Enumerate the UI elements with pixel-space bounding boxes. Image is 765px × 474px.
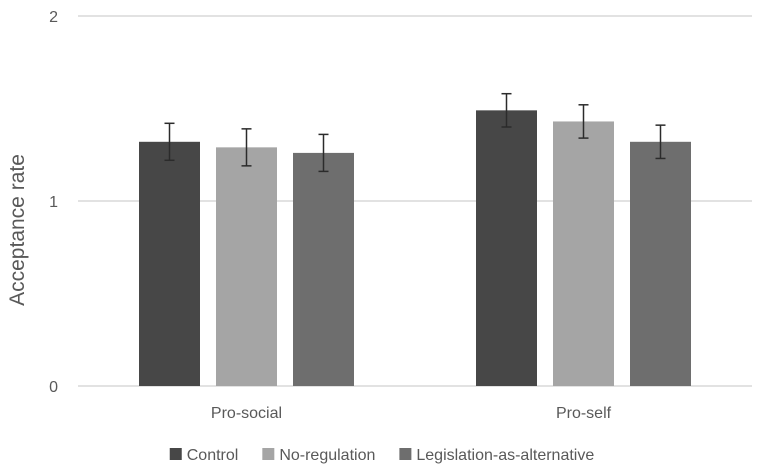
x-axis-ticks: Pro-social Pro-self [211, 405, 612, 422]
legend-label: No-regulation [279, 447, 375, 464]
legend-swatch [262, 448, 275, 460]
legend-item: Legislation-as-alternative [399, 447, 594, 464]
legend-swatch [399, 448, 412, 460]
y-axis-label: Acceptance rate [6, 154, 29, 306]
error-bar [655, 124, 666, 160]
bar-legislation-as-alternative-pro-self [630, 141, 691, 386]
legend-label: Control [187, 447, 239, 464]
bar-control-pro-self [476, 110, 537, 386]
error-bar [318, 133, 329, 173]
legend-item: Control [169, 447, 239, 464]
error-bar [501, 92, 512, 128]
bar-no-regulation-pro-social [216, 147, 277, 386]
bars [139, 110, 691, 386]
legend-item: No-regulation [262, 447, 375, 464]
y-tick-label: 1 [49, 194, 58, 211]
legend-label: Legislation-as-alternative [416, 447, 594, 464]
y-tick-label: 0 [49, 379, 58, 396]
bar-no-regulation-pro-self [553, 121, 614, 386]
legend: Control No-regulation Legislation-as-alter… [169, 447, 594, 464]
error-bar [578, 104, 589, 139]
error-bar [164, 122, 175, 162]
error-bar [241, 128, 252, 167]
bar-legislation-as-alternative-pro-social [293, 152, 354, 386]
x-tick-label: Pro-self [556, 405, 612, 422]
y-tick-label: 2 [49, 9, 58, 26]
y-axis-ticks: 0 1 2 [49, 9, 58, 396]
x-tick-label: Pro-social [211, 405, 282, 422]
legend-swatch [169, 448, 182, 460]
bar-control-pro-social [139, 141, 200, 386]
error-bars [164, 92, 666, 173]
